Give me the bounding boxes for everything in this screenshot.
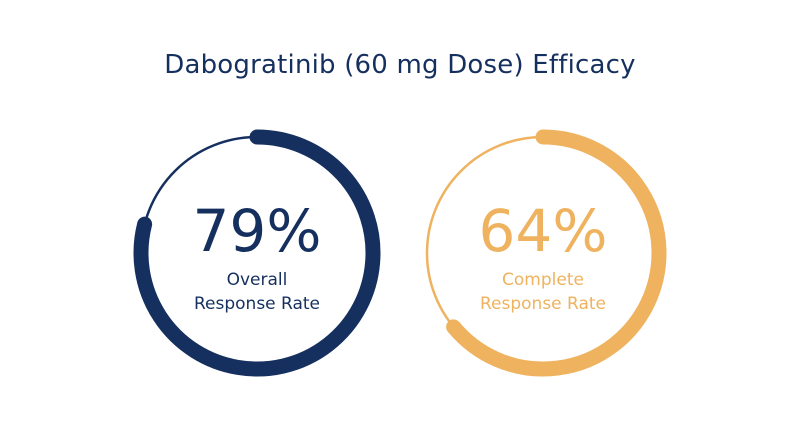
gauge-value-label: 79% — [193, 197, 322, 265]
chart-title: Dabogratinib (60 mg Dose) Efficacy — [164, 50, 636, 80]
gauge-complete-response: 64% Complete Response Rate — [425, 129, 667, 377]
gauge-value-arc — [133, 129, 381, 377]
gauge-label-line: Response Rate — [480, 294, 606, 314]
gauge-value-label: 64% — [479, 197, 608, 265]
gauge-label-line: Complete — [502, 270, 584, 290]
gauge-label-line: Response Rate — [194, 294, 320, 314]
gauge-value-arc — [446, 129, 667, 377]
gauge-overall-response: 79% Overall Response Rate — [133, 129, 381, 377]
gauge-label-line: Overall — [227, 270, 288, 290]
